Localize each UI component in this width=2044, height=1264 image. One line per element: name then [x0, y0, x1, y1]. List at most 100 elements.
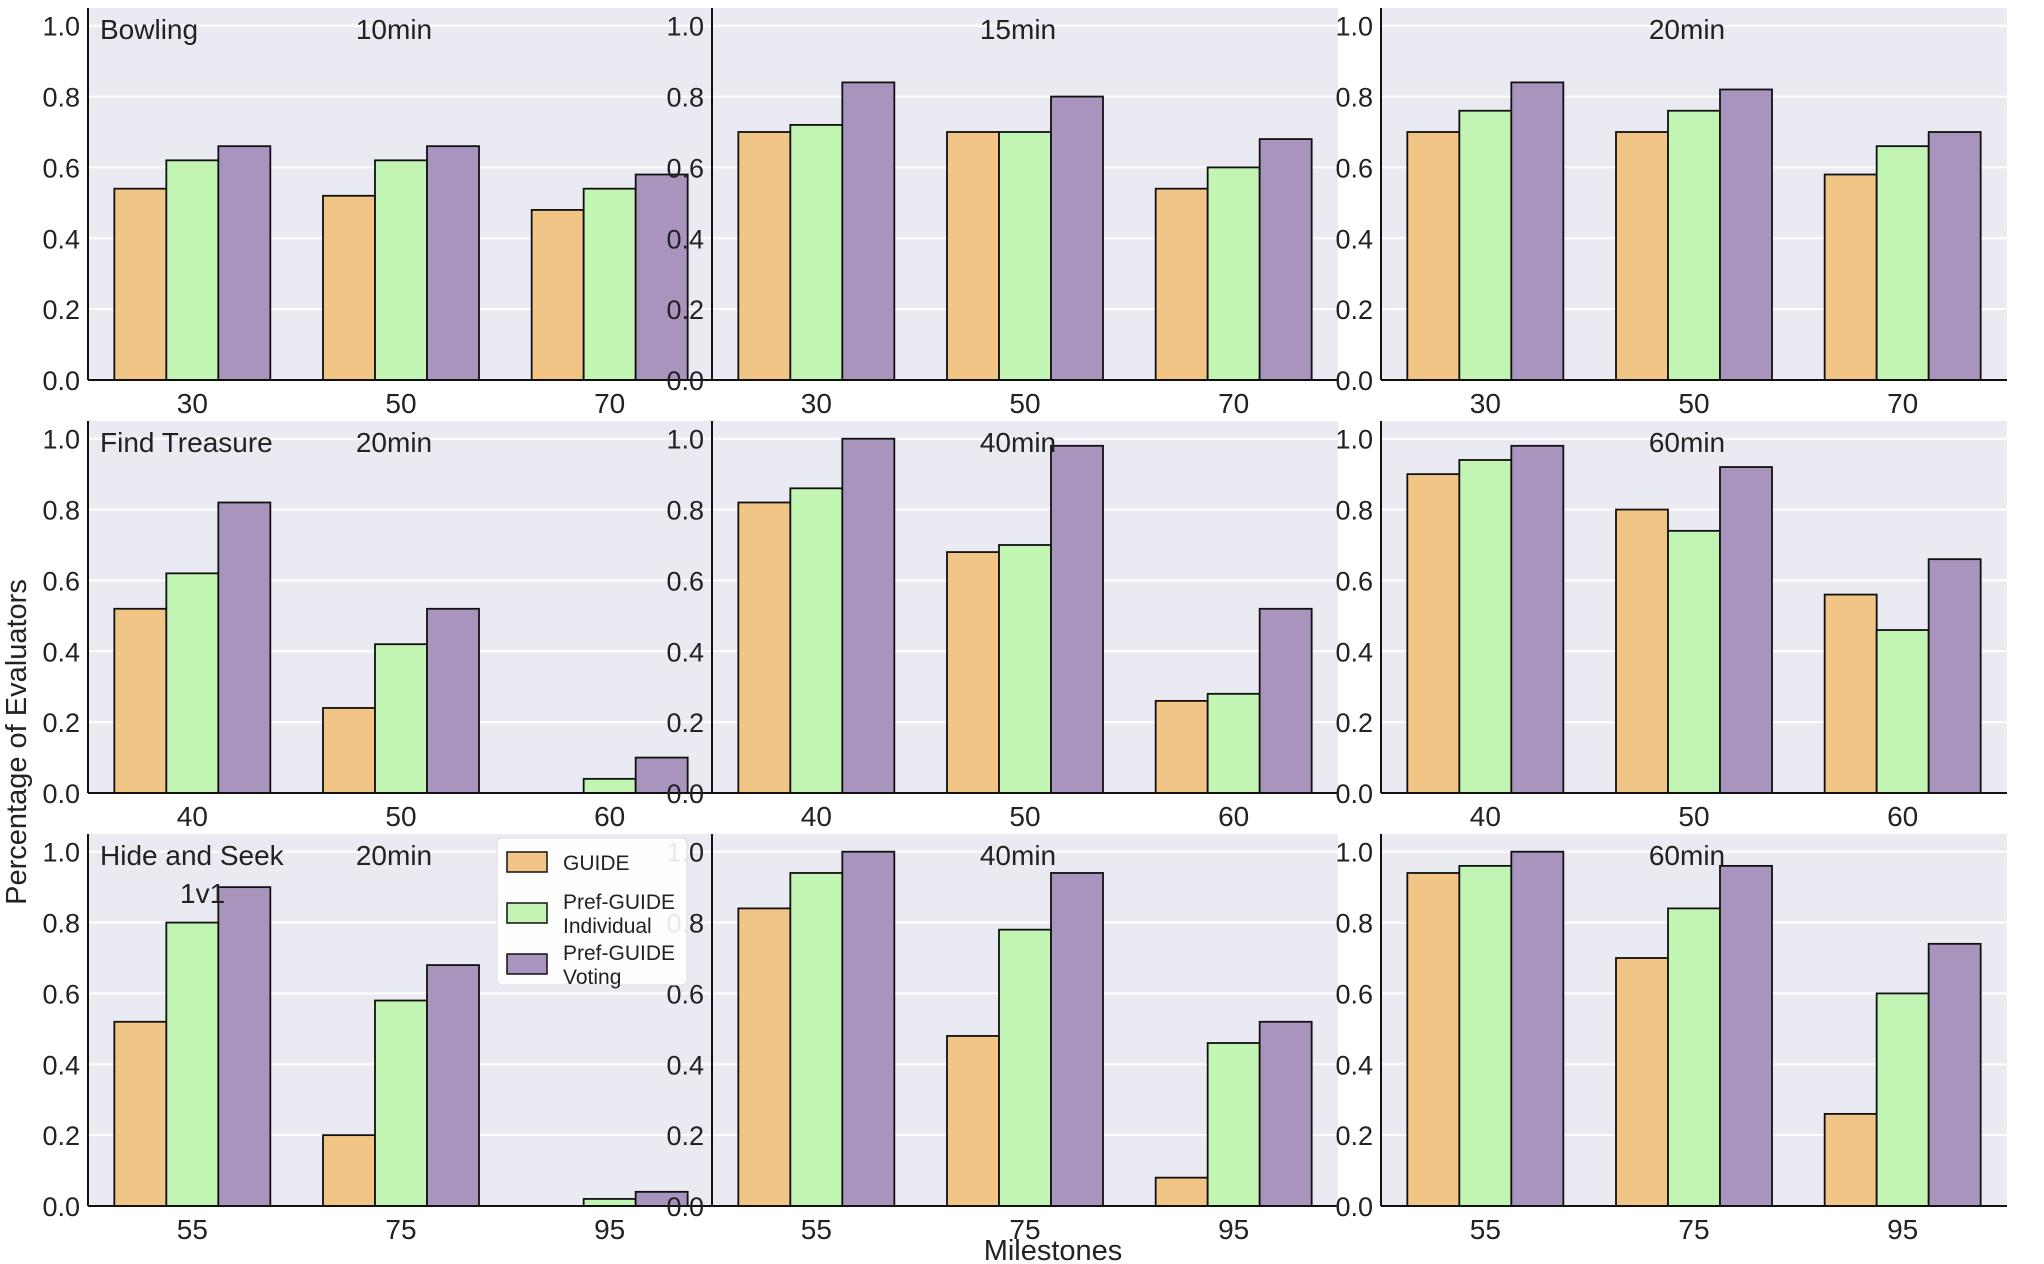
- x-tick-label: 30: [177, 388, 208, 419]
- bar: [1823, 593, 1878, 794]
- y-tick-label: 1.0: [1335, 12, 1373, 42]
- y-tick-label: 0.6: [1335, 979, 1373, 1009]
- y-tick-label: 0.4: [1335, 1050, 1373, 1080]
- x-axis-title: Milestones: [984, 1235, 1123, 1264]
- y-tick-label: 0.2: [42, 295, 80, 325]
- y-tick-label: 0.6: [42, 566, 80, 596]
- bar: [1050, 95, 1104, 381]
- y-axis-title: Percentage of Evaluators: [1, 579, 33, 905]
- bar: [1050, 444, 1104, 794]
- y-tick-label: 0.0: [42, 366, 80, 396]
- bar: [217, 145, 272, 381]
- x-tick-label: 70: [1218, 388, 1249, 419]
- y-tick-label: 1.0: [42, 425, 80, 455]
- time-label: 15min: [980, 14, 1056, 45]
- bar: [1206, 1042, 1261, 1207]
- legend-swatch: [506, 851, 548, 873]
- x-tick-label: 55: [1470, 1214, 1501, 1245]
- task-label: Find Treasure: [100, 427, 273, 458]
- bar: [1615, 131, 1669, 381]
- y-tick-label: 0.8: [666, 496, 704, 526]
- bar: [946, 551, 1000, 794]
- bar: [1615, 508, 1669, 794]
- y-tick-label: 0.4: [42, 637, 80, 667]
- y-tick-label: 0.4: [1335, 637, 1373, 667]
- y-tick-label: 0.4: [1335, 224, 1373, 254]
- x-tick-label: 50: [1009, 801, 1040, 832]
- bar: [1258, 607, 1313, 794]
- bar: [1667, 109, 1721, 381]
- y-tick-label: 0.0: [1335, 366, 1373, 396]
- bar: [1458, 109, 1513, 381]
- y-tick-label: 0.8: [1335, 909, 1373, 939]
- y-tick-label: 0.0: [42, 1192, 80, 1222]
- y-tick-label: 0.8: [1335, 496, 1373, 526]
- bar: [998, 928, 1052, 1207]
- bar: [737, 501, 792, 794]
- bar: [789, 872, 844, 1207]
- bar: [113, 607, 168, 794]
- bar: [165, 921, 220, 1207]
- y-tick-label: 0.8: [1335, 83, 1373, 113]
- legend-box: [496, 837, 688, 986]
- y-tick-label: 1.0: [1335, 425, 1373, 455]
- y-tick-label: 1.0: [1335, 838, 1373, 868]
- x-tick-label: 40: [177, 801, 208, 832]
- bar: [374, 159, 428, 381]
- bar: [634, 173, 689, 381]
- bar: [582, 187, 637, 381]
- bar: [1719, 864, 1773, 1207]
- x-tick-label: 40: [1470, 801, 1501, 832]
- bar: [1258, 1020, 1313, 1207]
- bar: [1458, 864, 1513, 1207]
- y-tick-label: 0.0: [1335, 779, 1373, 809]
- time-label: 60min: [1649, 427, 1725, 458]
- y-tick-label: 0.8: [42, 496, 80, 526]
- bar: [1458, 459, 1513, 794]
- y-tick-label: 0.2: [1335, 708, 1373, 738]
- bar: [1927, 942, 1982, 1207]
- legend-label: Individual: [563, 915, 652, 938]
- chart-panel: 0.0 0.2 0.4 0.6 0.8 1.0 30 50 70 Bowling 10min: [42, 8, 714, 419]
- bar: [322, 194, 376, 381]
- legend-label: Pref-GUIDE: [563, 942, 675, 965]
- bar: [998, 544, 1052, 794]
- legend-label: Pref-GUIDE: [563, 891, 675, 914]
- time-label: 40min: [980, 840, 1056, 871]
- chart-panel: 0.0 0.2 0.4 0.6 0.8 1.0 40 50 60 Find Treasure 20m…: [42, 421, 714, 832]
- legend-swatch: [506, 902, 548, 924]
- y-tick-label: 0.6: [1335, 566, 1373, 596]
- y-tick-label: 0.4: [666, 1050, 704, 1080]
- bar: [1050, 872, 1104, 1207]
- bar: [841, 437, 896, 794]
- y-tick-label: 0.2: [666, 295, 704, 325]
- y-tick-label: 0.6: [42, 979, 80, 1009]
- bar: [165, 159, 220, 381]
- x-tick-label: 60: [1218, 801, 1249, 832]
- bar: [737, 131, 792, 381]
- bar: [1510, 444, 1565, 794]
- y-tick-label: 0.2: [666, 1121, 704, 1151]
- y-tick-label: 0.2: [666, 708, 704, 738]
- bar: [113, 187, 168, 381]
- y-tick-label: 0.2: [42, 1121, 80, 1151]
- x-tick-label: 50: [1678, 801, 1709, 832]
- x-tick-label: 50: [1678, 388, 1709, 419]
- y-tick-label: 1.0: [42, 12, 80, 42]
- bar: [789, 124, 844, 381]
- y-tick-label: 1.0: [42, 838, 80, 868]
- y-tick-label: 0.4: [666, 637, 704, 667]
- bar: [1510, 81, 1565, 381]
- y-tick-label: 0.6: [1335, 153, 1373, 183]
- y-tick-label: 0.4: [666, 224, 704, 254]
- bar: [737, 907, 792, 1207]
- task-label: Bowling: [100, 14, 198, 45]
- y-tick-label: 0.8: [42, 909, 80, 939]
- bar: [1667, 907, 1721, 1207]
- bar: [217, 886, 272, 1207]
- legend: GUIDEPref-GUIDEIndividualPref-GUIDEVotin…: [496, 837, 688, 989]
- time-label: 20min: [356, 427, 432, 458]
- bar: [1875, 145, 1930, 381]
- x-tick-label: 70: [1887, 388, 1918, 419]
